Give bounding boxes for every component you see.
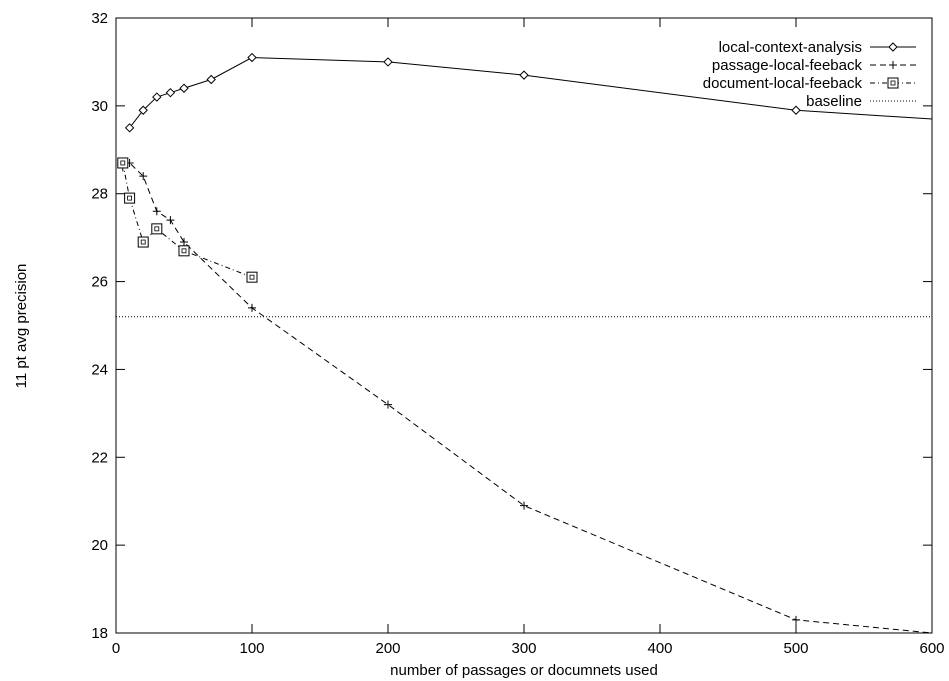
data-point-local-context-analysis [138, 105, 148, 115]
y-tick-label: 28 [91, 186, 108, 203]
data-point-local-context-analysis [206, 74, 216, 85]
y-tick-label: 20 [91, 537, 108, 554]
legend: local-context-analysispassage-local-feeb… [703, 39, 916, 110]
plot-frame [115, 17, 933, 634]
series-passage-local-feeback [118, 158, 933, 634]
x-axis-label: number of passages or documnets used [390, 662, 658, 679]
data-point-passage-local-feeback [166, 216, 175, 225]
series-local-context-analysis [124, 52, 933, 133]
data-point-document-local-feeback [246, 271, 258, 283]
series-line-passage-local-feeback [122, 162, 933, 634]
legend-marker-local-context-analysis [888, 42, 898, 52]
data-point-document-local-feeback [151, 223, 163, 235]
data-point-passage-local-feeback [384, 400, 392, 409]
data-point-document-local-feeback [117, 157, 129, 169]
data-point-local-context-analysis [124, 123, 135, 133]
legend-label-document-local-feeback: document-local-feeback [703, 75, 863, 92]
series-layer [116, 52, 933, 634]
series-line-document-local-feeback [122, 162, 253, 278]
data-point-local-context-analysis [791, 105, 801, 115]
legend-label-baseline: baseline [806, 93, 862, 110]
data-point-passage-local-feeback [520, 501, 528, 510]
y-tick-label: 22 [91, 449, 108, 466]
data-point-local-context-analysis [152, 92, 162, 102]
data-point-passage-local-feeback [248, 303, 256, 312]
x-tick-label: 600 [919, 640, 944, 657]
legend-label-passage-local-feeback: passage-local-feeback [712, 57, 863, 74]
legend-marker-document-local-feeback [887, 77, 899, 89]
y-axis-label: 11 pt avg precision [13, 264, 30, 389]
y-tick-label: 24 [91, 361, 108, 378]
legend-label-local-context-analysis: local-context-analysis [719, 39, 862, 56]
legend-marker-passage-local-feeback [889, 61, 897, 69]
data-point-local-context-analysis [247, 52, 257, 63]
axis-ticks: 0 100 200 300 400 500 600 18 20 22 24 26 28 30 32 [91, 10, 944, 657]
data-point-passage-local-feeback [792, 615, 800, 624]
x-tick-label: 0 [112, 640, 120, 657]
data-point-document-local-feeback [137, 236, 149, 248]
data-point-passage-local-feeback [139, 172, 148, 181]
x-tick-label: 200 [375, 640, 400, 657]
data-point-passage-local-feeback [152, 207, 161, 216]
data-point-local-context-analysis [383, 57, 393, 67]
series-document-local-feeback [117, 157, 258, 283]
data-point-passage-local-feeback [180, 238, 188, 247]
data-point-document-local-feeback [124, 192, 136, 204]
data-point-local-context-analysis [519, 70, 529, 80]
data-point-local-context-analysis [165, 87, 176, 98]
y-tick-label: 18 [91, 625, 108, 642]
x-tick-label: 100 [239, 640, 264, 657]
data-point-document-local-feeback [178, 245, 190, 257]
y-tick-label: 26 [91, 274, 108, 291]
y-tick-label: 30 [91, 98, 108, 115]
data-point-local-context-analysis [179, 83, 189, 93]
x-tick-label: 500 [783, 640, 808, 657]
x-tick-label: 300 [511, 640, 536, 657]
y-tick-label: 32 [91, 10, 108, 27]
x-tick-label: 400 [647, 640, 672, 657]
